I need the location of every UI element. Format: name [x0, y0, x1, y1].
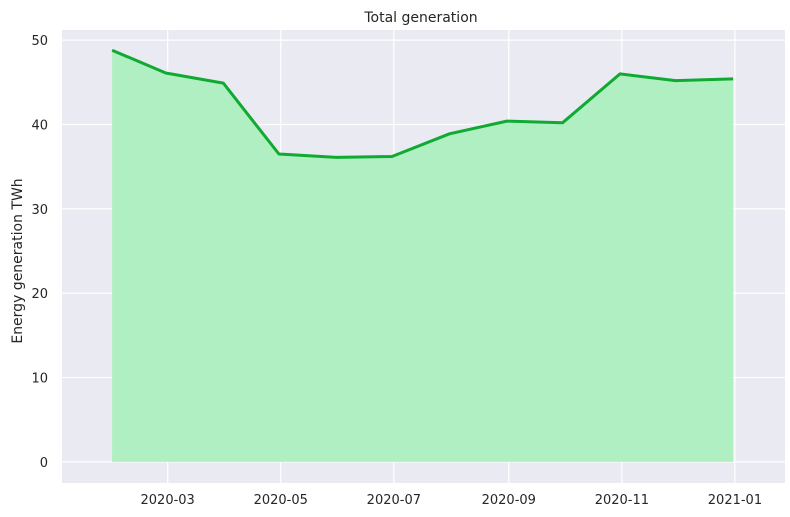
y-tick-label: 50	[31, 34, 48, 49]
y-axis-label: Energy generation TWh	[10, 178, 26, 343]
y-tick-label: 0	[40, 456, 48, 471]
x-axis: 2020-03 2020-05 2020-07 2020-09 2020-11 2021-…	[141, 493, 763, 508]
y-tick-label: 30	[31, 203, 48, 218]
chart-title: Total generation	[363, 10, 477, 26]
x-tick-label: 2020-11	[595, 493, 649, 508]
x-tick-label: 2020-05	[254, 493, 308, 508]
y-tick-label: 40	[31, 118, 48, 133]
x-tick-label: 2020-09	[482, 493, 536, 508]
series-line	[111, 48, 734, 159]
y-axis: 0 10 20 30 40 50	[31, 34, 48, 471]
y-tick-label: 10	[31, 372, 48, 387]
y-tick-label: 20	[31, 287, 48, 302]
area-fill	[112, 50, 734, 462]
x-tick-label: 2020-07	[367, 493, 421, 508]
x-tick-label: 2021-01	[708, 493, 762, 508]
x-tick-label: 2020-03	[141, 493, 195, 508]
